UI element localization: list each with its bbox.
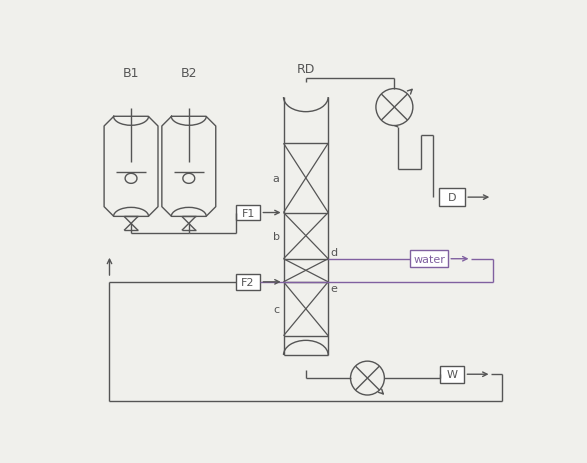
Text: b: b xyxy=(273,231,279,241)
Bar xyxy=(236,275,261,290)
Text: e: e xyxy=(330,284,338,294)
Bar xyxy=(440,366,464,383)
Text: c: c xyxy=(274,304,279,314)
Text: B1: B1 xyxy=(123,67,139,80)
Text: water: water xyxy=(413,254,445,264)
Bar xyxy=(236,206,261,221)
Bar xyxy=(439,188,465,207)
Text: a: a xyxy=(273,174,279,183)
Text: D: D xyxy=(448,193,457,203)
Text: W: W xyxy=(447,369,458,379)
Bar xyxy=(410,251,448,268)
Text: d: d xyxy=(330,248,338,257)
Text: B2: B2 xyxy=(181,67,197,80)
Text: RD: RD xyxy=(296,63,315,76)
Text: F1: F1 xyxy=(241,208,255,218)
Text: F2: F2 xyxy=(241,277,255,287)
